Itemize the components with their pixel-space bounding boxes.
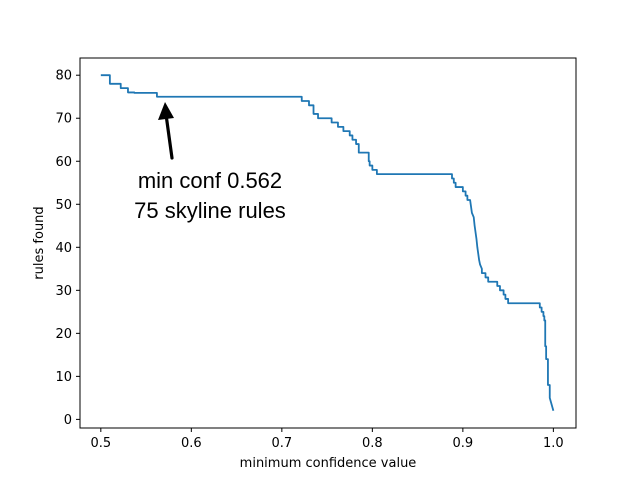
y-tick-label: 30 bbox=[55, 284, 72, 299]
y-tick-label: 20 bbox=[55, 327, 72, 342]
annotation-arrow-shaft bbox=[164, 116, 174, 160]
y-axis-label: rules found bbox=[32, 206, 47, 279]
y-axis-ticks: 0 10 20 30 40 50 60 70 80 bbox=[55, 69, 80, 428]
annotation-line-2: 75 skyline rules bbox=[134, 198, 286, 223]
y-tick-label: 60 bbox=[55, 155, 72, 170]
x-tick-label: 0.7 bbox=[271, 436, 292, 451]
x-tick-label: 0.6 bbox=[181, 436, 202, 451]
y-tick-label: 70 bbox=[55, 112, 72, 127]
x-tick-label: 0.9 bbox=[453, 436, 474, 451]
x-axis-ticks: 0.5 0.6 0.7 0.8 0.9 1.0 bbox=[90, 428, 564, 451]
plot-area bbox=[79, 57, 577, 429]
x-tick-label: 0.8 bbox=[362, 436, 383, 451]
y-tick-label: 50 bbox=[55, 198, 72, 213]
x-tick-label: 0.5 bbox=[90, 436, 111, 451]
annotation-arrow-head bbox=[158, 102, 174, 120]
y-tick-label: 40 bbox=[55, 241, 72, 256]
x-axis-label: minimum confidence value bbox=[240, 456, 417, 471]
x-tick-label: 1.0 bbox=[543, 436, 564, 451]
y-tick-label: 0 bbox=[64, 413, 72, 428]
annotation-line-1: min conf 0.562 bbox=[138, 168, 282, 193]
series-line bbox=[100, 74, 555, 412]
y-tick-label: 80 bbox=[55, 69, 72, 84]
y-tick-label: 10 bbox=[55, 370, 72, 385]
